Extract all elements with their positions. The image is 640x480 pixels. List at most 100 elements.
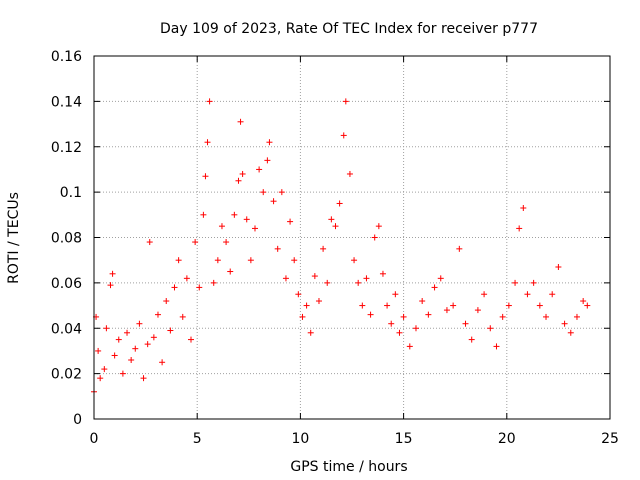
data-point	[256, 166, 263, 173]
data-point	[328, 216, 335, 223]
data-point	[346, 170, 353, 177]
data-point	[183, 275, 190, 282]
data-point	[97, 375, 104, 382]
data-point	[107, 282, 114, 289]
data-point	[204, 139, 211, 146]
data-point	[159, 359, 166, 366]
data-point	[111, 352, 118, 359]
data-point	[351, 257, 358, 264]
data-point	[505, 302, 512, 309]
data-point	[146, 239, 153, 246]
axis-ticks: 0 5 10 15 20 25 0 0.02 0.04 0.06 0.08 0.1 0.12 0.14 0.…	[51, 49, 619, 447]
data-point	[237, 118, 244, 125]
data-point	[400, 313, 407, 320]
data-point	[115, 336, 122, 343]
data-point	[367, 311, 374, 318]
data-point	[270, 198, 277, 205]
x-tick-label: 25	[601, 431, 619, 447]
data-point	[196, 284, 203, 291]
data-point	[266, 139, 273, 146]
data-point	[210, 279, 217, 286]
data-point	[206, 98, 213, 105]
data-point	[101, 366, 108, 373]
data-point	[179, 313, 186, 320]
chart-title: Day 109 of 2023, Rate Of TEC Index for r…	[160, 21, 538, 37]
data-point	[287, 218, 294, 225]
y-tick-label: 0.16	[51, 49, 82, 65]
data-point	[264, 157, 271, 164]
data-point	[379, 270, 386, 277]
data-point	[247, 257, 254, 264]
data-point	[493, 343, 500, 350]
y-tick-label: 0.02	[51, 367, 82, 383]
data-point	[392, 291, 399, 298]
x-tick-label: 10	[291, 431, 309, 447]
data-point	[342, 98, 349, 105]
data-point	[549, 291, 556, 298]
data-point	[499, 313, 506, 320]
y-tick-label: 0.04	[51, 321, 82, 337]
data-point	[375, 223, 382, 230]
data-point	[406, 343, 413, 350]
data-point	[163, 298, 170, 305]
data-point	[520, 205, 527, 212]
data-point	[192, 239, 199, 246]
data-point	[227, 268, 234, 275]
data-point	[188, 336, 195, 343]
data-point	[363, 275, 370, 282]
data-point	[396, 329, 403, 336]
x-tick-label: 0	[90, 431, 99, 447]
data-point	[320, 245, 327, 252]
data-point	[295, 291, 302, 298]
data-point	[202, 173, 209, 180]
data-point	[561, 320, 568, 327]
data-point	[384, 302, 391, 309]
data-point	[336, 200, 343, 207]
data-point	[332, 223, 339, 230]
data-point	[573, 313, 580, 320]
y-axis-label: ROTI / TECUs	[6, 192, 22, 284]
data-point	[324, 279, 331, 286]
y-tick-label: 0.08	[51, 231, 82, 247]
data-point	[154, 311, 161, 318]
data-point	[144, 341, 151, 348]
data-point	[524, 291, 531, 298]
data-point	[171, 284, 178, 291]
data-point	[456, 245, 463, 252]
data-point	[239, 170, 246, 177]
data-point	[200, 211, 207, 218]
data-point	[580, 298, 587, 305]
data-point	[140, 375, 147, 382]
data-point	[235, 177, 242, 184]
data-point	[282, 275, 289, 282]
data-point	[340, 132, 347, 139]
data-point	[543, 313, 550, 320]
data-point	[278, 189, 285, 196]
data-point	[223, 239, 230, 246]
data-point	[231, 211, 238, 218]
y-tick-label: 0	[73, 412, 82, 428]
data-point	[512, 279, 519, 286]
data-point	[136, 320, 143, 327]
y-tick-label: 0.06	[51, 276, 82, 292]
data-point	[567, 329, 574, 336]
data-point	[443, 307, 450, 314]
grid-lines	[94, 56, 610, 419]
data-point	[307, 329, 314, 336]
data-point	[584, 302, 591, 309]
data-point	[251, 225, 258, 232]
data-point	[355, 279, 362, 286]
data-point	[103, 325, 110, 332]
data-point	[109, 270, 116, 277]
data-point	[260, 189, 267, 196]
data-point	[412, 325, 419, 332]
data-point	[487, 325, 494, 332]
data-point	[218, 223, 225, 230]
data-point	[481, 291, 488, 298]
data-point	[536, 302, 543, 309]
data-point	[95, 347, 102, 354]
data-point	[516, 225, 523, 232]
data-point	[132, 345, 139, 352]
data-point	[555, 263, 562, 270]
